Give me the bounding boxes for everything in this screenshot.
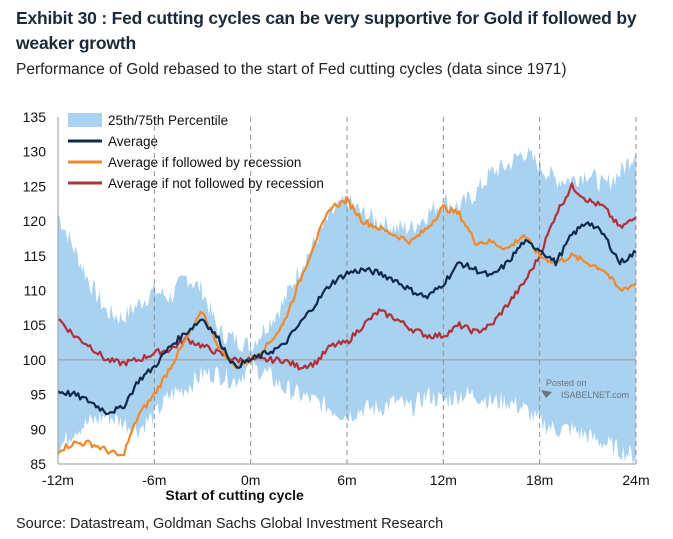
gold-performance-chart: 85 90 95 100 105 110 115 120 125 130 135 -12m -6m 0m 6… — [23, 109, 650, 503]
chart-subtitle: Performance of Gold rebased to the start… — [16, 61, 567, 78]
y-tick-label-105: 105 — [23, 317, 47, 333]
x-tick-label-24: 24m — [622, 472, 649, 488]
watermark-line2: ISABELNET.com — [561, 390, 629, 400]
x-tick-label-6: 6m — [337, 472, 356, 488]
y-tick-label-90: 90 — [30, 421, 46, 437]
y-tick-label-120: 120 — [23, 213, 47, 229]
x-axis-label: Start of cutting cycle — [165, 487, 304, 503]
watermark: Posted on ISABELNET.com — [541, 378, 629, 400]
watermark-line1: Posted on — [546, 378, 587, 388]
average-line — [57, 221, 637, 416]
y-tick-label-85: 85 — [30, 456, 46, 472]
chart-title: Exhibit 30 : Fed cutting cycles can be v… — [16, 8, 637, 53]
y-tick-label-135: 135 — [23, 109, 47, 125]
x-tick-label--6: -6m — [142, 472, 166, 488]
recession-line — [57, 196, 637, 457]
y-tick-label-100: 100 — [23, 352, 47, 368]
source-note: Source: Datastream, Goldman Sachs Global… — [16, 516, 444, 532]
x-tick-label-12: 12m — [430, 472, 457, 488]
y-tick-label-115: 115 — [24, 248, 47, 264]
legend-label-recession-line: Average if followed by recession — [108, 155, 301, 170]
watermark-logo-icon — [541, 390, 552, 398]
series-lines — [57, 182, 637, 457]
legend-label-band: 25th/75th Percentile — [108, 113, 228, 128]
x-tick-label--12: -12m — [42, 472, 74, 488]
x-tick-label-18: 18m — [526, 472, 553, 488]
y-tick-label-95: 95 — [30, 387, 46, 403]
x-tick-label-0: 0m — [241, 472, 260, 488]
legend: 25th/75th Percentile Average Average if fo… — [68, 113, 324, 191]
percentile-band-area — [58, 147, 636, 465]
y-tick-label-125: 125 — [23, 178, 47, 194]
y-tick-label-110: 110 — [24, 283, 47, 299]
percentile-band-layer — [58, 147, 636, 465]
axes: 85 90 95 100 105 110 115 120 125 130 135 -12m -6m 0m 6… — [23, 109, 650, 503]
legend-label-no-recession-line: Average if not followed by recession — [108, 176, 324, 191]
legend-swatch-band — [68, 113, 102, 127]
y-tick-label-130: 130 — [23, 144, 47, 160]
reference-lines — [58, 117, 637, 464]
legend-label-average-line: Average — [108, 134, 158, 149]
